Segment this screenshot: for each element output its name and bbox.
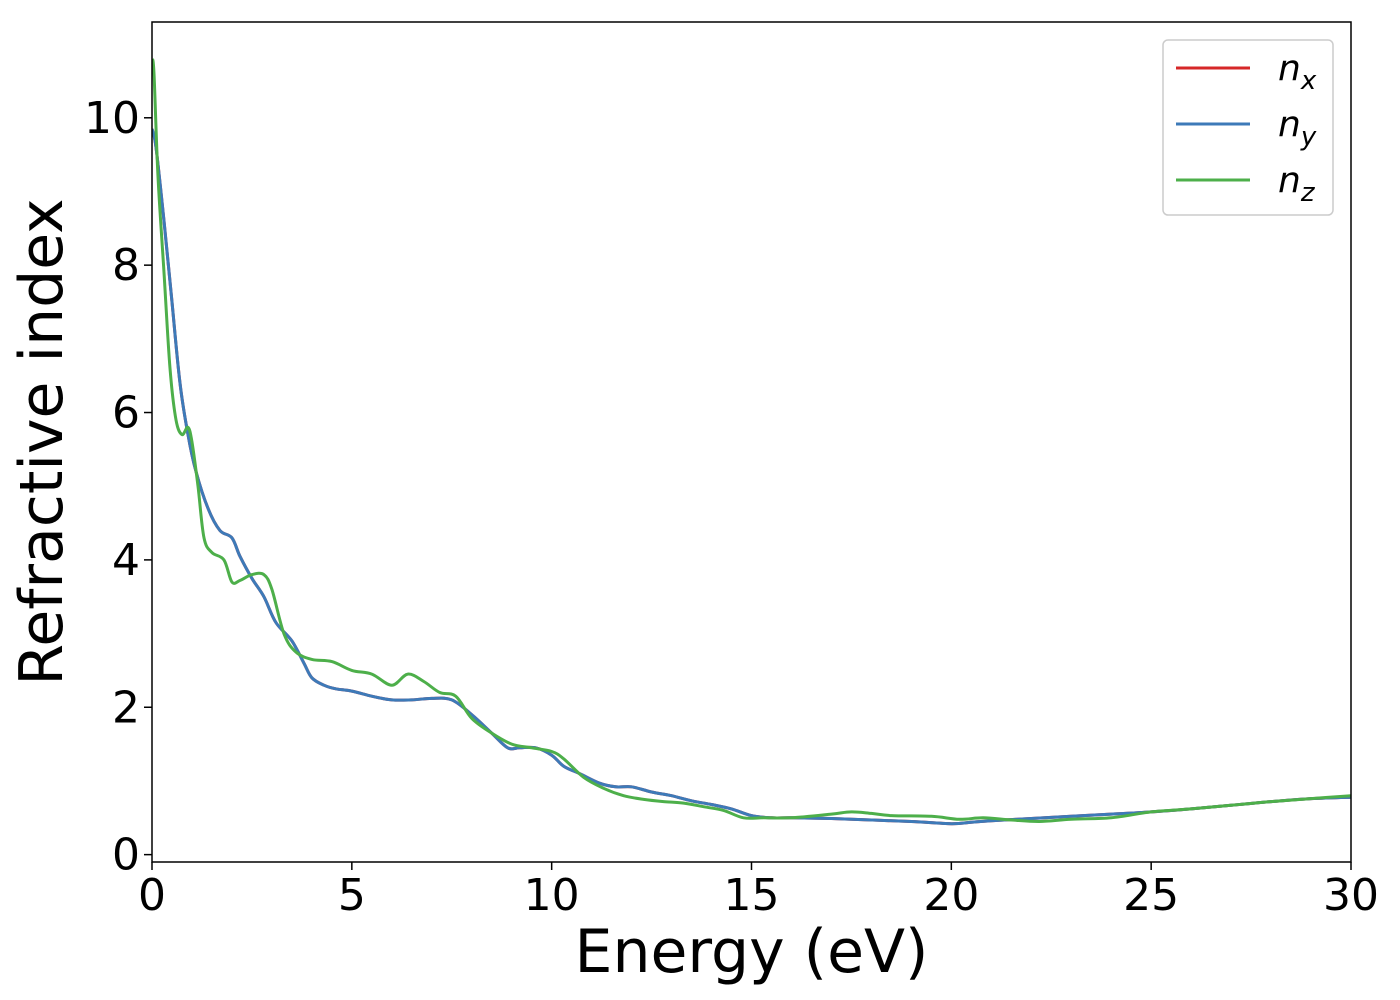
legend-label: nz — [1278, 160, 1316, 208]
y-tick-label: 2 — [112, 682, 140, 733]
series-line-nx — [152, 128, 1351, 826]
x-axis-label: Energy (eV) — [575, 917, 929, 987]
y-tick-label: 8 — [112, 240, 140, 291]
x-tick-label: 0 — [138, 870, 166, 921]
legend-label: nx — [1278, 48, 1317, 96]
y-tick-label: 10 — [84, 93, 140, 144]
legend-label-subscript: y — [1300, 122, 1317, 152]
x-tick-label: 10 — [524, 870, 580, 921]
legend-label-main: n — [1278, 48, 1301, 89]
legend-label-subscript: x — [1300, 66, 1317, 96]
legend-label-subscript: z — [1300, 178, 1316, 208]
series-line-ny — [152, 128, 1351, 826]
y-tick-label: 0 — [112, 830, 140, 881]
x-tick-label: 15 — [724, 870, 780, 921]
y-tick-label: 4 — [112, 535, 140, 586]
legend-label-main: n — [1278, 104, 1301, 145]
x-tick-label: 30 — [1323, 870, 1379, 921]
x-tick-label: 20 — [923, 870, 979, 921]
y-tick-label: 6 — [112, 388, 140, 439]
x-tick-label: 5 — [338, 870, 366, 921]
y-axis: 0 2 4 6 8 10 — [84, 93, 152, 881]
x-axis: 0 5 10 15 20 25 30 — [138, 862, 1379, 921]
y-axis-label: Refractive index — [7, 198, 77, 685]
legend-box — [1162, 39, 1334, 216]
plot-area — [152, 57, 1351, 826]
legend-label: ny — [1278, 104, 1317, 152]
legend-label-main: n — [1278, 160, 1301, 201]
x-tick-label: 25 — [1123, 870, 1179, 921]
series-line-nz — [152, 57, 1351, 824]
